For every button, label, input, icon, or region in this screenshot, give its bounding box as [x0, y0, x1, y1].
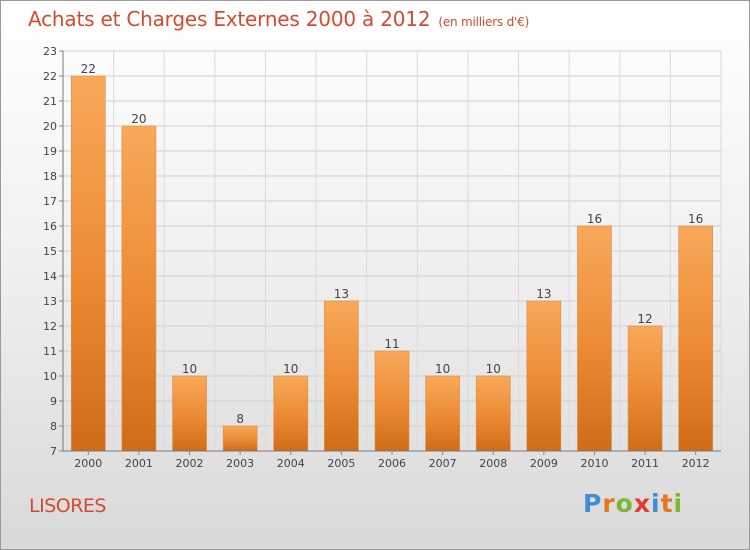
logo-letter: x [633, 489, 651, 518]
bar [678, 225, 713, 452]
y-tick-label: 22 [43, 70, 57, 83]
x-tick-label: 2005 [327, 457, 355, 470]
bar-value-label: 16 [587, 212, 602, 226]
bar [273, 375, 309, 452]
y-tick-label: 12 [43, 320, 57, 333]
bar-value-label: 16 [688, 212, 703, 226]
y-tick-label: 11 [43, 345, 57, 358]
x-tick-label: 2007 [429, 457, 457, 470]
chart-subtitle: (en milliers d'€) [438, 15, 530, 29]
y-tick-label: 21 [43, 95, 57, 108]
bar-value-label: 13 [334, 287, 349, 301]
x-tick-label: 2006 [378, 457, 406, 470]
y-tick-label: 18 [43, 170, 57, 183]
chart-title-text: Achats et Charges Externes 2000 à 2012 [28, 7, 431, 31]
bars-layer: 22 20 10 8 10 13 11 10 10 13 16 12 16 [71, 62, 713, 452]
logo-letter: r [602, 489, 616, 518]
bar [222, 425, 258, 452]
y-tick-label: 23 [43, 45, 57, 58]
bar [374, 350, 410, 452]
y-tick-label: 14 [43, 270, 57, 283]
commune-name: LISORES [29, 495, 106, 517]
bar-value-label: 11 [384, 337, 399, 351]
bar-value-label: 12 [637, 312, 652, 326]
bar [627, 325, 663, 452]
x-tick-label: 2003 [226, 457, 254, 470]
bar [324, 300, 359, 452]
bar-value-label: 8 [236, 412, 244, 426]
y-tick-label: 7 [50, 445, 57, 458]
x-tick-label: 2001 [125, 457, 153, 470]
y-tick-label: 9 [50, 395, 57, 408]
y-tick-label: 19 [43, 145, 57, 158]
y-tick-label: 10 [43, 370, 57, 383]
bar [475, 375, 511, 452]
bar [425, 375, 460, 452]
x-tick-label: 2011 [631, 457, 659, 470]
y-tick-label: 16 [43, 220, 57, 233]
bar [577, 225, 612, 452]
bar-value-label: 13 [536, 287, 551, 301]
bar [71, 75, 106, 452]
x-tick-label: 2010 [580, 457, 608, 470]
y-tick-label: 17 [43, 195, 57, 208]
bar-value-label: 22 [81, 62, 96, 76]
bar-value-label: 10 [182, 362, 197, 376]
chart-title: Achats et Charges Externes 2000 à 2012 (e… [28, 7, 529, 31]
logo-letter: P [583, 489, 603, 518]
y-tick-label: 20 [43, 120, 57, 133]
x-tick-label: 2004 [277, 457, 305, 470]
axis-layer: 7 8 9 10 11 12 13 14 15 16 17 18 19 20 21 22 23 2000 2001 2… [43, 45, 721, 470]
logo-letter: o [615, 489, 634, 518]
bar [172, 375, 207, 452]
bar-value-label: 10 [435, 362, 450, 376]
bar [526, 300, 562, 452]
y-tick-label: 13 [43, 295, 57, 308]
x-tick-label: 2000 [74, 457, 102, 470]
proxiti-logo[interactable]: Proxiti [583, 489, 683, 518]
y-tick-label: 15 [43, 245, 57, 258]
bar-value-label: 20 [131, 112, 146, 126]
bar-value-label: 10 [283, 362, 298, 376]
logo-letter: i [651, 489, 661, 518]
x-tick-label: 2012 [682, 457, 710, 470]
logo-letter: t [660, 489, 674, 518]
x-tick-label: 2009 [530, 457, 558, 470]
logo-letter: i [673, 489, 684, 518]
x-tick-label: 2008 [479, 457, 507, 470]
bar-value-label: 10 [486, 362, 501, 376]
bar [121, 125, 157, 452]
y-tick-label: 8 [50, 420, 57, 433]
x-tick-label: 2002 [176, 457, 204, 470]
